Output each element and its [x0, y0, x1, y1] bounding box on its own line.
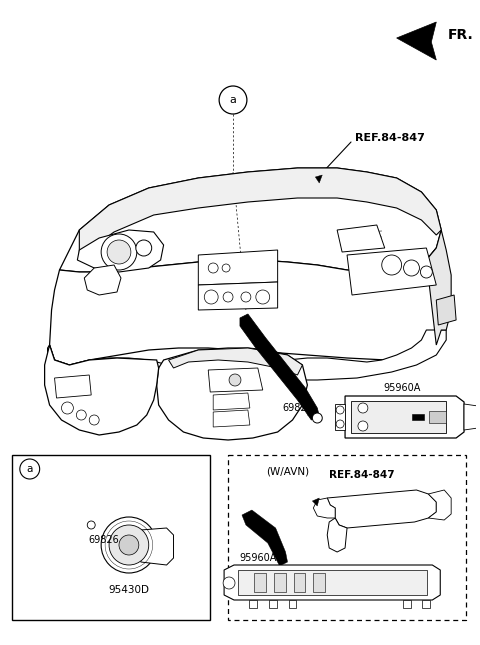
Circle shape [358, 421, 368, 431]
Circle shape [107, 240, 131, 264]
Polygon shape [426, 230, 451, 345]
Polygon shape [313, 573, 325, 592]
Polygon shape [49, 248, 441, 365]
Polygon shape [198, 282, 277, 310]
Polygon shape [347, 248, 436, 295]
FancyBboxPatch shape [228, 455, 466, 620]
Text: 95430D: 95430D [108, 585, 149, 595]
Polygon shape [213, 393, 250, 410]
Circle shape [101, 234, 137, 270]
Polygon shape [269, 600, 276, 608]
Text: 69826: 69826 [89, 535, 120, 545]
Polygon shape [45, 345, 159, 435]
Polygon shape [254, 573, 266, 592]
Polygon shape [156, 348, 307, 440]
Circle shape [420, 266, 432, 278]
Polygon shape [313, 498, 335, 518]
Text: a: a [26, 464, 33, 474]
Polygon shape [213, 410, 250, 427]
Text: REF.84-847: REF.84-847 [329, 470, 395, 480]
Polygon shape [224, 565, 440, 600]
Circle shape [336, 406, 344, 414]
Circle shape [222, 264, 230, 272]
Polygon shape [198, 250, 277, 285]
Circle shape [229, 374, 241, 386]
Polygon shape [351, 401, 446, 433]
Polygon shape [335, 404, 345, 430]
Circle shape [336, 420, 344, 428]
Polygon shape [288, 600, 297, 608]
Polygon shape [403, 600, 410, 608]
Text: 95960A: 95960A [383, 383, 420, 393]
Text: (W/AVN): (W/AVN) [266, 466, 309, 476]
Circle shape [312, 413, 322, 423]
Circle shape [136, 240, 152, 256]
Polygon shape [312, 498, 319, 506]
Circle shape [76, 410, 86, 420]
Circle shape [219, 86, 247, 114]
Polygon shape [242, 510, 288, 566]
Circle shape [204, 290, 218, 304]
Polygon shape [429, 411, 446, 423]
Polygon shape [436, 295, 456, 325]
Polygon shape [464, 404, 478, 430]
Polygon shape [337, 225, 385, 252]
Polygon shape [240, 314, 319, 420]
Polygon shape [249, 600, 257, 608]
Circle shape [89, 415, 99, 425]
Polygon shape [55, 375, 91, 398]
Polygon shape [327, 490, 436, 528]
Polygon shape [238, 570, 427, 595]
Circle shape [358, 403, 368, 413]
Text: a: a [229, 95, 237, 105]
Text: FR.: FR. [448, 28, 474, 42]
Polygon shape [12, 455, 210, 620]
Circle shape [101, 517, 156, 573]
Polygon shape [396, 22, 436, 60]
Polygon shape [168, 348, 302, 375]
Polygon shape [77, 230, 164, 272]
Text: REF.84-847: REF.84-847 [355, 133, 425, 143]
Polygon shape [141, 528, 174, 565]
Polygon shape [315, 175, 322, 183]
Circle shape [241, 292, 251, 302]
Circle shape [109, 525, 149, 565]
Circle shape [61, 402, 73, 414]
Circle shape [20, 459, 40, 479]
Polygon shape [84, 265, 121, 295]
Circle shape [223, 577, 235, 589]
Polygon shape [208, 368, 263, 392]
Text: 95960A: 95960A [239, 553, 276, 563]
Polygon shape [428, 490, 451, 520]
Circle shape [119, 535, 139, 555]
Polygon shape [422, 600, 431, 608]
Polygon shape [412, 414, 424, 420]
Polygon shape [60, 168, 441, 272]
Polygon shape [79, 168, 441, 255]
Polygon shape [293, 573, 305, 592]
Circle shape [404, 260, 420, 276]
Circle shape [223, 292, 233, 302]
Polygon shape [327, 518, 347, 552]
Polygon shape [345, 396, 464, 438]
Circle shape [208, 263, 218, 273]
Text: 69826: 69826 [282, 403, 313, 413]
Circle shape [382, 255, 402, 275]
Polygon shape [274, 573, 286, 592]
Circle shape [256, 290, 270, 304]
Polygon shape [48, 330, 446, 390]
Circle shape [87, 521, 95, 529]
